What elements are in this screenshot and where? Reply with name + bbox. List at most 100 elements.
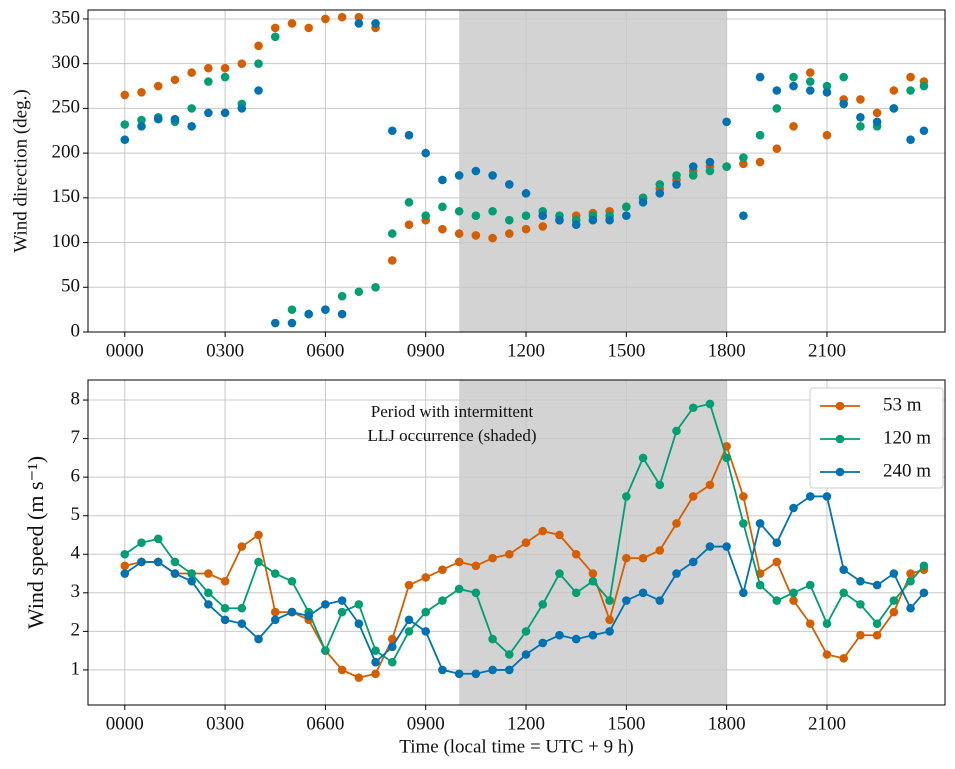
data-point [789, 72, 798, 82]
y-tick-label: 7 [71, 427, 81, 448]
data-point [906, 72, 915, 82]
data-point [153, 534, 163, 544]
y-tick-label: 300 [52, 52, 81, 73]
data-point [739, 153, 748, 162]
data-point [421, 148, 431, 158]
y-tick-label: 350 [52, 7, 81, 28]
x-tick-label: 1800 [708, 340, 746, 361]
y-tick-label: 100 [52, 231, 81, 252]
data-point [605, 615, 614, 625]
data-point [337, 596, 347, 605]
data-point [270, 32, 280, 42]
data-point [655, 480, 665, 490]
data-point [237, 603, 247, 613]
x-tick-label: 0300 [206, 713, 244, 734]
data-point [204, 63, 213, 73]
data-point [789, 503, 798, 513]
data-point [705, 166, 715, 176]
data-point [521, 189, 531, 198]
data-point [438, 224, 447, 234]
data-point [153, 81, 163, 91]
legend-label: 120 m [883, 427, 931, 448]
data-point [805, 580, 815, 590]
data-point [204, 569, 213, 578]
data-point [404, 580, 414, 590]
data-point [220, 63, 230, 73]
data-point [337, 309, 347, 319]
data-point [488, 206, 497, 216]
data-point [655, 180, 665, 189]
data-point [722, 162, 731, 171]
data-point [755, 157, 765, 167]
data-point [588, 576, 598, 586]
data-point [772, 104, 782, 113]
annotation: Period with intermittent [371, 402, 534, 421]
data-point [170, 557, 180, 567]
data-point [805, 68, 815, 77]
data-point [387, 634, 397, 644]
y-axis-label: Wind direction (deg.) [10, 89, 31, 252]
x-tick-label: 1800 [708, 713, 746, 734]
data-point [688, 557, 698, 567]
data-point [438, 596, 447, 605]
shaded-period [459, 10, 727, 332]
data-point [805, 77, 815, 86]
data-point [571, 220, 581, 229]
data-point [889, 569, 899, 578]
y-axis-label: Wind speed (m s⁻¹) [23, 456, 48, 629]
data-point [187, 121, 196, 131]
data-point [237, 104, 247, 113]
data-point [772, 144, 782, 153]
data-point [705, 542, 715, 551]
data-point [655, 596, 665, 605]
data-point [204, 77, 213, 86]
data-point [120, 561, 130, 571]
data-point [538, 222, 548, 231]
y-tick-label: 150 [52, 186, 81, 207]
data-point [588, 630, 598, 640]
y-tick-label: 0 [71, 320, 81, 341]
y-tick-label: 200 [52, 141, 81, 162]
x-tick-label: 1200 [507, 713, 545, 734]
data-point [688, 403, 698, 413]
data-point [137, 557, 146, 567]
data-point [270, 607, 280, 617]
data-point [889, 607, 899, 617]
data-point [872, 630, 882, 640]
data-point [906, 576, 915, 586]
data-point [270, 23, 280, 33]
data-point [755, 580, 765, 590]
data-point [488, 553, 497, 563]
data-point [655, 546, 665, 555]
data-point [822, 81, 832, 91]
data-point [287, 19, 297, 28]
data-point [304, 611, 313, 621]
data-point [120, 569, 130, 578]
data-point [287, 607, 297, 617]
data-point [538, 526, 548, 536]
data-point [187, 68, 196, 77]
data-point [822, 650, 832, 659]
data-point [571, 634, 581, 644]
data-point [889, 104, 899, 113]
data-point [287, 576, 297, 586]
data-point [120, 120, 130, 129]
data-point [906, 86, 915, 95]
data-point [321, 14, 330, 24]
data-point [438, 175, 447, 185]
y-tick-label: 6 [71, 466, 81, 487]
x-tick-label: 0300 [206, 340, 244, 361]
x-tick-label: 2100 [808, 340, 846, 361]
data-point [137, 115, 146, 125]
data-point [822, 130, 832, 140]
plot-area [120, 12, 929, 328]
data-point [270, 569, 280, 578]
data-point [772, 557, 782, 567]
data-point [254, 41, 263, 51]
data-point [120, 135, 130, 144]
data-point [304, 23, 313, 33]
data-point [672, 519, 681, 528]
data-point [220, 576, 230, 586]
data-point [137, 538, 146, 547]
